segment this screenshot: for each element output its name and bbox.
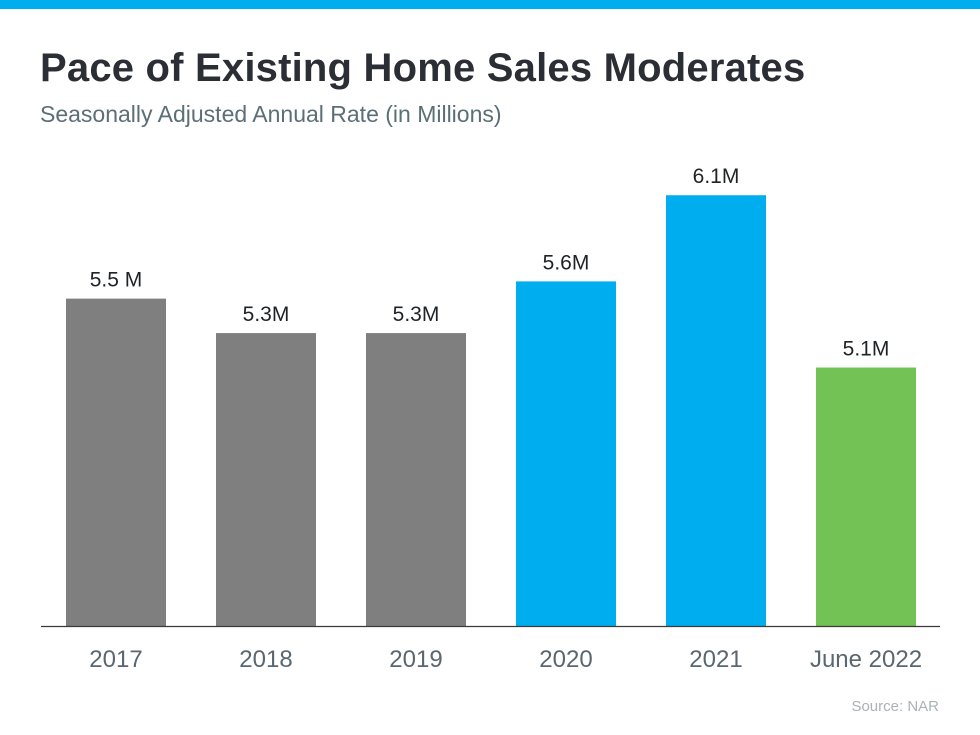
- x-tick-label: 2021: [689, 646, 742, 673]
- data-label: 6.1M: [693, 165, 740, 188]
- source-note: Source: NAR: [851, 698, 939, 715]
- bar-2021: [666, 195, 766, 626]
- x-tick-label: 2019: [389, 646, 442, 673]
- bar-2019: [366, 333, 466, 626]
- data-label: 5.5 M: [90, 269, 143, 292]
- chart-title: Pace of Existing Home Sales Moderates: [40, 46, 806, 90]
- x-tick-label: 2020: [539, 646, 592, 673]
- bar-2018: [216, 333, 316, 626]
- x-tick-label: 2017: [89, 646, 142, 673]
- x-tick-label: 2018: [239, 646, 292, 673]
- chart-subtitle: Seasonally Adjusted Annual Rate (in Mill…: [40, 101, 502, 127]
- data-label: 5.3M: [243, 303, 290, 326]
- bar-2017: [66, 298, 166, 626]
- data-label: 5.1M: [843, 338, 890, 361]
- top-accent-bar: [0, 0, 980, 9]
- bar-2020: [516, 281, 616, 626]
- data-label: 5.6M: [543, 251, 590, 274]
- x-tick-label: June 2022: [810, 646, 922, 673]
- bar-june-2022: [816, 367, 916, 626]
- data-label: 5.3M: [393, 303, 440, 326]
